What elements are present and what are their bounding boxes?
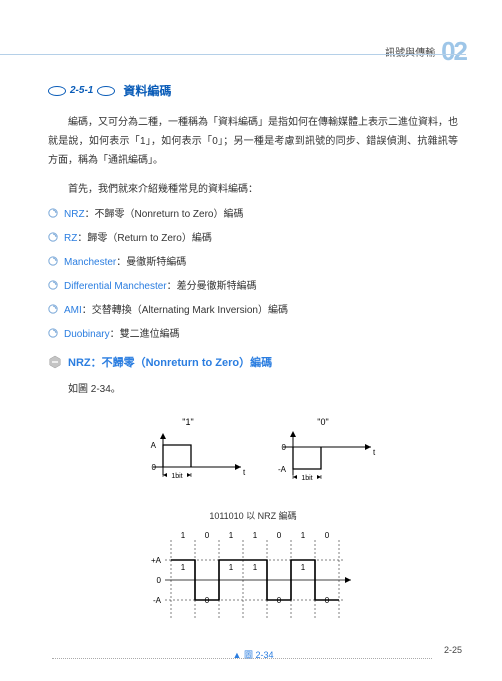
bullet-icon <box>48 304 58 314</box>
svg-text:0: 0 <box>282 443 287 452</box>
section-oval-icon <box>48 86 66 96</box>
list-item-text: Duobinary：雙二進位編碼 <box>64 325 180 340</box>
page-content: 2-5-1 資料編碼 編碼，又可分為二種，一種稱為「資料編碼」是指如何在傳輸媒體… <box>48 82 458 661</box>
paragraph: 編碼，又可分為二種，一種稱為「資料編碼」是指如何在傳輸媒體上表示二進位資料，也就… <box>48 113 458 170</box>
section-title: 資料編碼 <box>123 82 171 99</box>
page-number: 2-25 <box>444 645 462 655</box>
list-item: Differential Manchester：差分曼徹斯特編碼 <box>48 277 458 292</box>
list-item-text: Differential Manchester：差分曼徹斯特編碼 <box>64 277 257 292</box>
bullet-icon <box>48 208 58 218</box>
svg-text:0: 0 <box>325 531 330 540</box>
svg-text:1bit: 1bit <box>171 473 182 480</box>
svg-text:-A: -A <box>278 465 287 474</box>
nrz-waveform-svg: 1011010+A0-A1011010 <box>133 530 373 640</box>
svg-text:1: 1 <box>253 563 258 572</box>
diagram-mid-text: 1011010 以 NRZ 編碼 <box>209 509 296 522</box>
bullet-icon <box>48 256 58 266</box>
section-oval-icon <box>97 86 115 96</box>
svg-text:0: 0 <box>157 576 162 585</box>
svg-text:0: 0 <box>277 531 282 540</box>
list-item: AMI：交替轉換（Alternating Mark Inversion）編碼 <box>48 301 458 316</box>
hex-icon <box>48 355 62 369</box>
list-item: Manchester：曼徹斯特編碼 <box>48 253 458 268</box>
section-heading: 2-5-1 資料編碼 <box>48 82 458 99</box>
intro-text: 首先，我們就來介紹幾種常見的資料編碼： <box>48 180 458 195</box>
section-number: 2-5-1 <box>70 85 93 96</box>
list-item-text: AMI：交替轉換（Alternating Mark Inversion）編碼 <box>64 301 288 316</box>
svg-text:A: A <box>151 441 157 450</box>
header-chapter-text: 訊號與傳輸 <box>385 44 435 59</box>
svg-text:1: 1 <box>181 563 186 572</box>
header-divider <box>0 54 466 55</box>
page-header: 訊號與傳輸 02 <box>385 36 466 67</box>
bullet-icon <box>48 280 58 290</box>
list-item: NRZ：不歸零（Nonreturn to Zero）編碼 <box>48 205 458 220</box>
svg-text:t: t <box>373 448 376 457</box>
svg-text:0: 0 <box>152 463 157 472</box>
subsection-heading: NRZ：不歸零（Nonreturn to Zero）編碼 <box>48 354 458 370</box>
figure-caption: ▲ 圖 2-34 <box>233 648 274 661</box>
svg-text:1: 1 <box>301 531 306 540</box>
header-chapter-number: 02 <box>441 36 466 67</box>
subsection-title: NRZ：不歸零（Nonreturn to Zero）編碼 <box>68 354 272 370</box>
nrz-diagram: "1"A0t1bit "0"0-At1bit 1011010 以 NRZ 編碼 … <box>48 415 458 661</box>
svg-text:1: 1 <box>229 563 234 572</box>
encoding-list: NRZ：不歸零（Nonreturn to Zero）編碼 RZ：歸零（Return… <box>48 205 458 340</box>
svg-text:1: 1 <box>301 563 306 572</box>
list-item: RZ：歸零（Return to Zero）編碼 <box>48 229 458 244</box>
svg-text:+A: +A <box>151 556 162 565</box>
svg-text:0: 0 <box>205 531 210 540</box>
svg-text:-A: -A <box>153 596 162 605</box>
list-item-text: Manchester：曼徹斯特編碼 <box>64 253 186 268</box>
list-item: Duobinary：雙二進位編碼 <box>48 325 458 340</box>
svg-text:1: 1 <box>181 531 186 540</box>
svg-text:"1": "1" <box>182 417 193 427</box>
svg-text:1: 1 <box>253 531 258 540</box>
figure-reference: 如圖 2-34。 <box>48 380 458 395</box>
bullet-icon <box>48 232 58 242</box>
signal-pulses-svg: "1" A 0 t 1bit "0" 0 -A t 1bit <box>103 415 403 505</box>
footer-dots <box>52 658 432 659</box>
svg-text:1bit: 1bit <box>301 475 312 482</box>
list-item-text: RZ：歸零（Return to Zero）編碼 <box>64 229 212 244</box>
svg-text:1: 1 <box>229 531 234 540</box>
bullet-icon <box>48 328 58 338</box>
svg-text:"0": "0" <box>317 417 328 427</box>
svg-text:t: t <box>243 468 246 477</box>
list-item-text: NRZ：不歸零（Nonreturn to Zero）編碼 <box>64 205 244 220</box>
